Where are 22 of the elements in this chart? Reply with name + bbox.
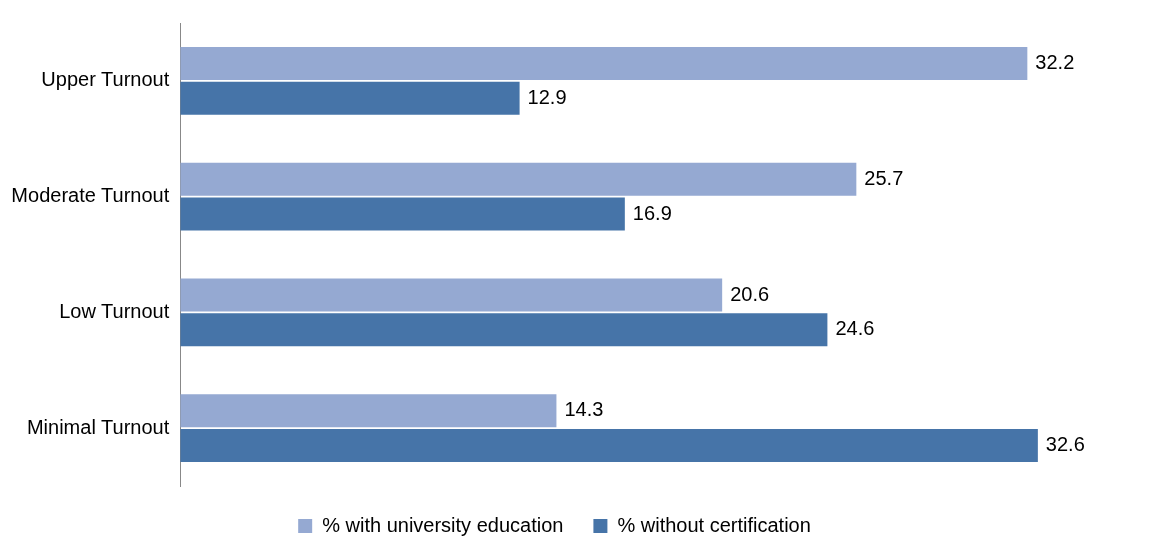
bar xyxy=(180,428,1038,462)
bar xyxy=(180,197,625,231)
data-label: 14.3 xyxy=(564,398,604,421)
y-tick-label: Minimal Turnout xyxy=(26,415,170,438)
y-tick-label: Moderate Turnout xyxy=(11,184,170,207)
data-label: 16.9 xyxy=(632,201,672,224)
bar xyxy=(180,313,828,347)
data-label: 20.6 xyxy=(730,282,770,305)
legend-label: % without certification xyxy=(617,513,811,536)
bar xyxy=(180,162,857,196)
data-label: 12.9 xyxy=(527,85,567,108)
y-tick-label: Upper Turnout xyxy=(41,68,170,91)
bar xyxy=(180,394,557,428)
y-tick-label: Low Turnout xyxy=(59,299,170,322)
bar xyxy=(180,278,723,312)
bar xyxy=(180,81,520,115)
legend-label: % with university education xyxy=(322,513,564,536)
data-label: 32.6 xyxy=(1045,433,1085,455)
bar xyxy=(180,47,1028,81)
data-label: 24.6 xyxy=(835,317,875,340)
data-label: 25.7 xyxy=(864,166,904,189)
data-label: 32.2 xyxy=(1035,51,1075,74)
